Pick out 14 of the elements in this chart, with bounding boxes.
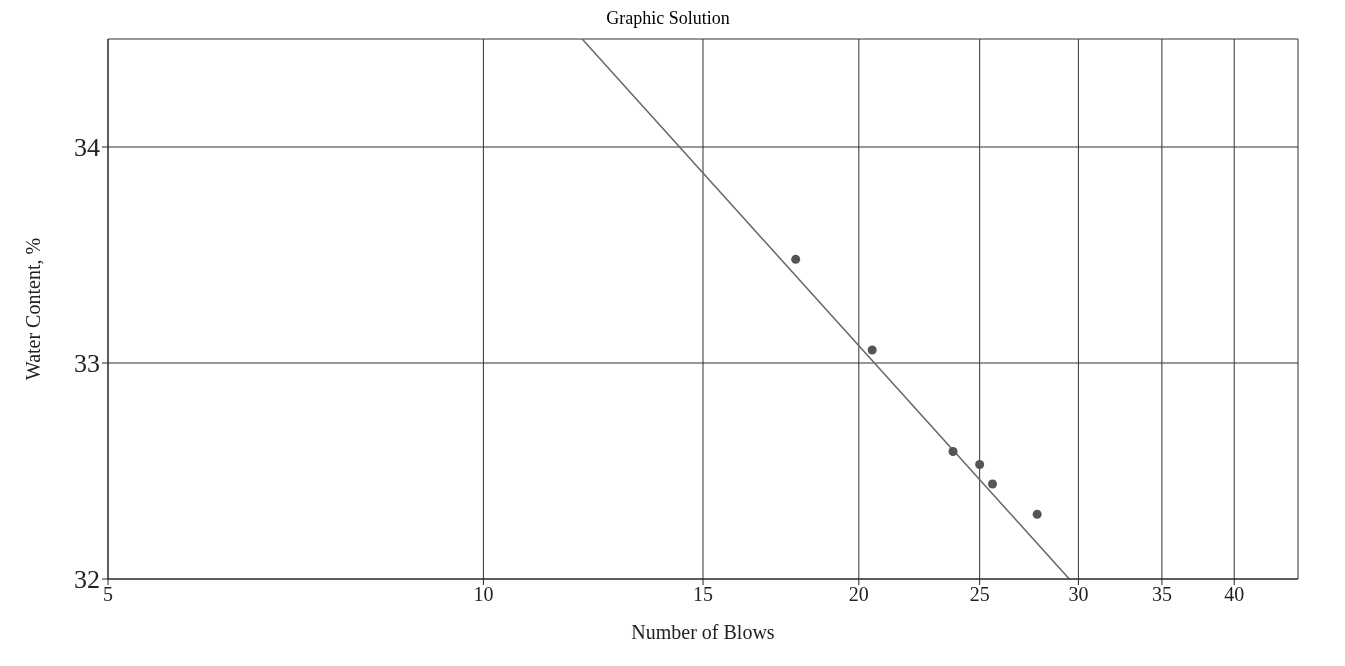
x-tick-label: 10 xyxy=(473,583,494,606)
x-tick-label: 30 xyxy=(1068,583,1089,606)
x-tick-label: 5 xyxy=(103,583,113,606)
x-tick-label: 35 xyxy=(1151,583,1172,606)
x-tick-label: 25 xyxy=(969,583,990,606)
y-axis-title: Water Content, % xyxy=(22,237,45,381)
y-tick-label: 33 xyxy=(74,349,100,379)
chart-title: Graphic Solution xyxy=(605,8,731,29)
x-axis-title: Number of Blows xyxy=(631,621,775,643)
y-tick-label: 34 xyxy=(74,133,100,163)
y-tick-label: 32 xyxy=(74,565,100,595)
x-tick-label: 20 xyxy=(848,583,869,606)
x-tick-label: 40 xyxy=(1224,583,1245,606)
x-tick-label: 15 xyxy=(693,583,713,606)
